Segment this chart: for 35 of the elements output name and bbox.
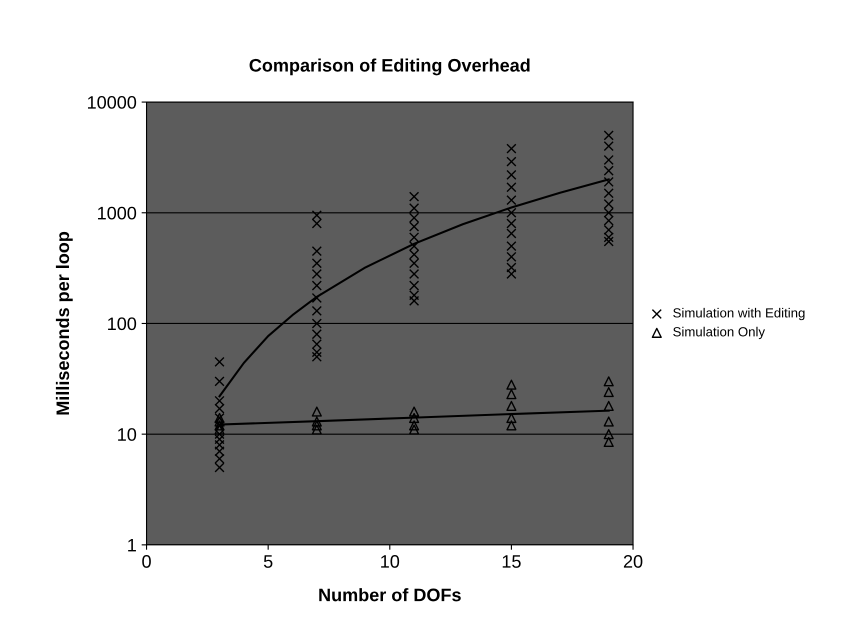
point (506, 412, 516, 424)
point (604, 400, 614, 411)
y-tick-label: 1 (128, 538, 136, 552)
point (312, 420, 322, 430)
x-tick-label: 15 (502, 555, 521, 568)
point (604, 416, 614, 427)
point (312, 416, 322, 427)
legend-label: Simulation Only (673, 326, 765, 340)
x-tick-label: 5 (264, 555, 272, 568)
legend-label: Simulation with Editing (673, 308, 805, 320)
point (312, 406, 322, 417)
point (506, 389, 516, 400)
x-tick-label: 20 (624, 555, 642, 568)
point (409, 420, 420, 430)
point (409, 424, 420, 435)
y-tick-label: 1000 (98, 206, 136, 220)
point (604, 429, 614, 440)
x-axis-title: Number of DOFs (319, 588, 461, 602)
point (312, 424, 322, 435)
point (506, 380, 516, 390)
chart-title: Comparison of Editing Overhead (250, 58, 530, 76)
x-tick-label: 10 (381, 555, 400, 568)
point (506, 420, 516, 430)
point (604, 386, 614, 398)
y-axis-title: Milliseconds per loop (56, 232, 73, 415)
y-tick-label: 100 (108, 317, 136, 330)
point (409, 412, 420, 424)
point (214, 412, 225, 424)
y-tick-label: 10000 (88, 96, 136, 109)
x-tick-label: 0 (142, 555, 151, 568)
y-tick-label: 10 (118, 428, 136, 441)
point (604, 436, 614, 448)
point (506, 400, 516, 411)
point (604, 376, 614, 386)
point (409, 406, 420, 417)
